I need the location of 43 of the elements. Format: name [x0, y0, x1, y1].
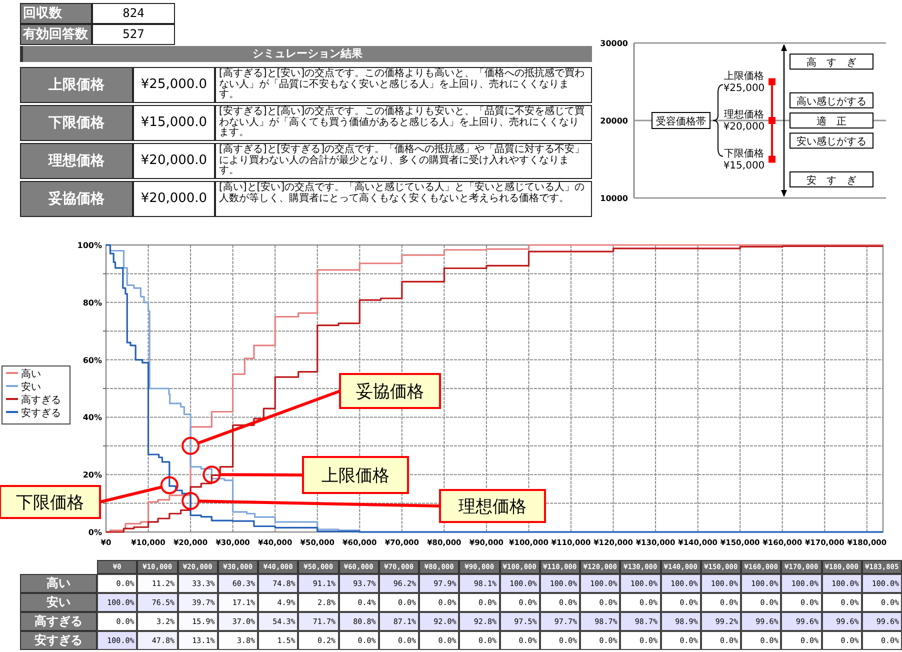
annotation: 高 す ぎ	[806, 56, 856, 69]
y-tick-label: 80%	[82, 298, 102, 308]
annotation: 安い感じがする	[796, 136, 866, 148]
y-tick-label: 安い	[20, 593, 97, 612]
text: ¥25,000.0	[133, 67, 215, 103]
text: 824	[92, 3, 175, 24]
text: [安すぎる]と[高い]の交点です。この価格よりも安いと、「品質に不安を感じて買わない人」が「高くても買う価値があると感じる人」を上回り、売れにくくなります。	[215, 105, 592, 141]
y-tick-label: 100%	[77, 241, 102, 250]
text: ¥15,000.0	[133, 105, 215, 141]
annotation: 受容価格帯	[656, 116, 706, 128]
text: 妥協価格	[20, 181, 133, 217]
y-tick-label: 高すぎる	[20, 612, 97, 631]
text: 有効回答数	[20, 24, 92, 45]
y-tick-label: 40%	[82, 413, 102, 422]
text: [高い]と[安い]の交点です。「高いと感じている人」と「安いと感じている人」の人数が等しく、購買者にとって高くもなく安くもないと考えられる価格です。	[215, 181, 592, 217]
annotation: 理想価格	[458, 497, 526, 517]
text: 理想価格	[20, 143, 133, 179]
text: シミュレーション結果	[20, 46, 592, 62]
y-tick-label: 30000	[600, 39, 628, 48]
y-tick-label: 20%	[82, 470, 102, 480]
annotation: 上限価格 ¥25,000	[723, 70, 765, 94]
annotation: 上限価格	[322, 466, 390, 486]
annotation: 安 す ぎ	[806, 174, 856, 186]
text: 527	[92, 24, 175, 45]
y-tick-label: 10000	[600, 194, 628, 203]
annotation: 理想価格 ¥20,000	[723, 108, 765, 132]
y-tick-label: 20000	[600, 116, 628, 126]
annotation: 妥協価格	[356, 382, 424, 402]
text: [高すぎる]と[安すぎる]の交点です。「価格への抵抗感」や「品質に対する不安」により買わない人の合計が最少となり、多くの購買者に受け入れやすくなります。	[215, 143, 592, 179]
annotation: 下限価格 ¥15,000	[723, 147, 765, 172]
annotation: 高い感じがする	[796, 95, 866, 108]
y-tick-label: 0%	[88, 528, 102, 537]
annotation: 下限価格	[16, 493, 84, 513]
text: [高すぎる]と[安い]の交点です。この価格よりも高いと、「価格への抵抗感で買わない人」が「品質に不安もなく安いと感じる人」を上回り、売れにくくなります。	[215, 67, 592, 103]
text: 回収数	[20, 3, 92, 24]
text: 上限価格	[20, 67, 133, 103]
text: ¥20,000.0	[133, 181, 215, 217]
y-tick-label: 高い	[20, 574, 97, 593]
text: 下限価格	[20, 105, 133, 141]
y-tick-label: 60%	[82, 356, 102, 365]
text: ¥20,000.0	[133, 143, 215, 179]
y-tick-label: 安すぎる	[20, 631, 97, 650]
annotation: 適 正	[816, 116, 846, 128]
